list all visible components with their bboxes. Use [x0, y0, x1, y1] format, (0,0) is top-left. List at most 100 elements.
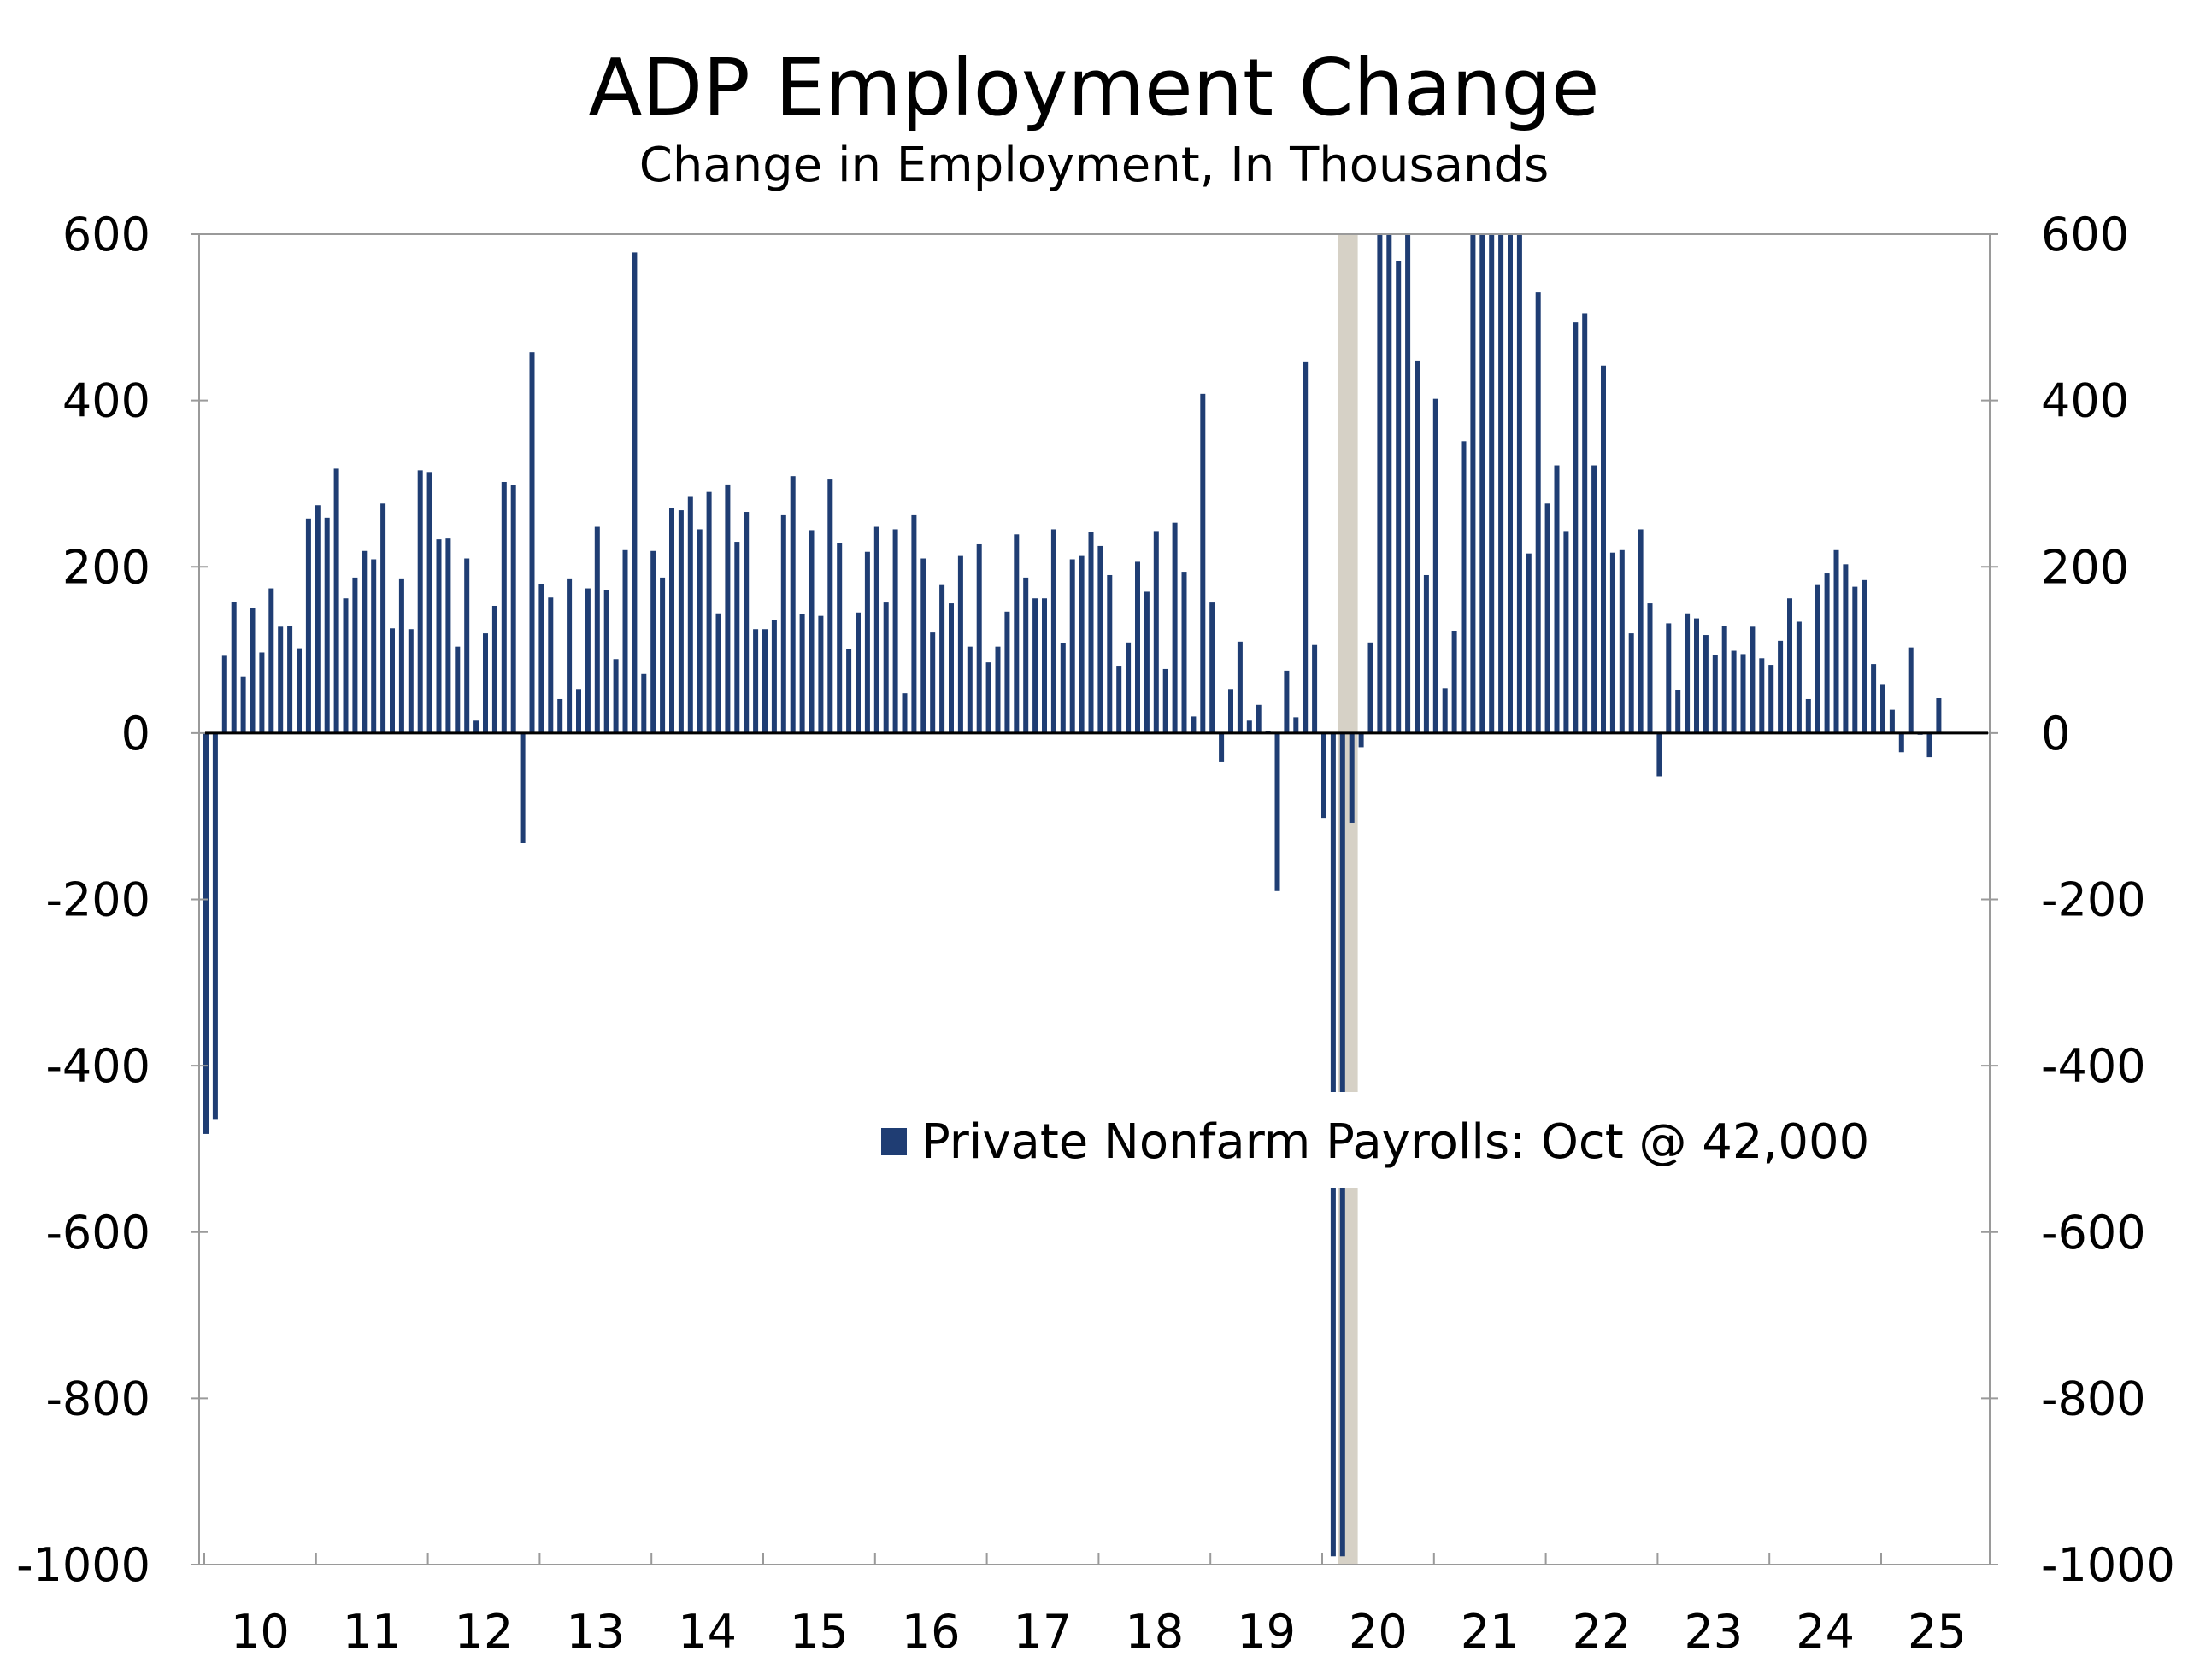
bar	[1451, 631, 1457, 733]
bar	[1666, 623, 1672, 733]
bar	[1796, 621, 1802, 733]
bar	[473, 720, 479, 733]
bar	[856, 612, 861, 733]
bar	[1778, 640, 1784, 733]
bar	[1042, 598, 1047, 733]
bar	[1768, 665, 1774, 733]
bar	[603, 590, 609, 733]
y-tick-label-right: -1000	[2041, 1538, 2175, 1592]
bar	[976, 543, 982, 733]
bar	[1191, 716, 1197, 733]
bar	[529, 352, 535, 733]
bar	[259, 652, 265, 733]
bar	[827, 479, 833, 733]
y-tick-label-right: -600	[2041, 1206, 2146, 1260]
y-tick-label-left: 0	[121, 707, 150, 761]
bar	[455, 646, 461, 733]
bar	[1153, 531, 1159, 733]
bar	[883, 602, 889, 733]
bar	[799, 614, 805, 733]
bar	[567, 578, 573, 733]
y-tick-label-left: -600	[45, 1206, 150, 1260]
y-tick-label-left: -400	[45, 1039, 150, 1093]
x-tick-label: 19	[1237, 1605, 1296, 1659]
x-tick-label: 16	[902, 1605, 961, 1659]
bar	[371, 559, 377, 733]
bar	[1349, 732, 1355, 823]
bar	[1293, 717, 1299, 733]
bar	[809, 530, 815, 733]
bar	[231, 602, 237, 733]
bar	[221, 655, 227, 733]
bar	[203, 732, 209, 1134]
bar	[818, 615, 824, 733]
bar	[1740, 654, 1746, 733]
bar	[1023, 577, 1029, 733]
bar	[305, 518, 311, 733]
bar	[1647, 603, 1653, 733]
bar	[1004, 611, 1010, 733]
bar	[632, 252, 638, 733]
bar	[324, 517, 330, 733]
bar	[725, 484, 731, 733]
bar	[1219, 732, 1225, 762]
bar	[1135, 561, 1140, 733]
x-tick-label: 21	[1461, 1605, 1520, 1659]
bar	[1675, 690, 1681, 733]
y-tick-label-right: -200	[2041, 873, 2146, 927]
bar	[1926, 732, 1932, 758]
y-tick-label-left: -1000	[16, 1538, 150, 1592]
y-tick-label-right: 600	[2041, 208, 2129, 261]
bar	[1824, 573, 1830, 733]
x-tick-label: 13	[566, 1605, 625, 1659]
y-tick-label-right: -400	[2041, 1039, 2146, 1093]
bar	[1498, 234, 1504, 733]
bar	[1107, 574, 1113, 733]
x-tick-label: 14	[678, 1605, 737, 1659]
bar	[613, 659, 619, 733]
bar	[408, 629, 414, 733]
bar	[501, 481, 507, 733]
bar	[1908, 647, 1914, 733]
bar	[520, 732, 526, 843]
bar	[250, 608, 256, 733]
bar	[1368, 642, 1373, 733]
bar	[1815, 584, 1820, 733]
bar	[762, 629, 768, 733]
bar	[1582, 313, 1588, 733]
bar	[1805, 698, 1811, 733]
bar	[873, 526, 879, 733]
bar	[1079, 555, 1085, 733]
bar	[1014, 534, 1020, 733]
x-tick-label: 17	[1014, 1605, 1073, 1659]
bar	[1256, 704, 1262, 733]
bar	[1721, 626, 1727, 733]
bar	[1126, 642, 1132, 733]
bar	[678, 510, 684, 733]
bar	[669, 508, 674, 733]
bar	[650, 550, 656, 733]
bar	[1060, 643, 1066, 733]
bar	[864, 551, 870, 733]
bar	[837, 543, 843, 733]
bar	[1936, 698, 1942, 733]
bar	[278, 626, 284, 733]
x-tick-label: 10	[231, 1605, 290, 1659]
bar	[557, 698, 563, 733]
bar	[1032, 598, 1038, 733]
bar	[939, 584, 945, 733]
bar	[1694, 618, 1699, 733]
bar	[1638, 529, 1644, 733]
x-tick-label: 23	[1684, 1605, 1743, 1659]
bar	[1116, 666, 1122, 733]
bar	[297, 648, 302, 733]
bar	[1871, 664, 1877, 733]
bar	[1415, 360, 1420, 733]
bar	[911, 514, 917, 733]
bar	[1358, 732, 1364, 748]
bar	[660, 577, 666, 733]
bar	[417, 470, 423, 733]
bar	[1274, 732, 1280, 891]
bar	[1050, 529, 1056, 733]
